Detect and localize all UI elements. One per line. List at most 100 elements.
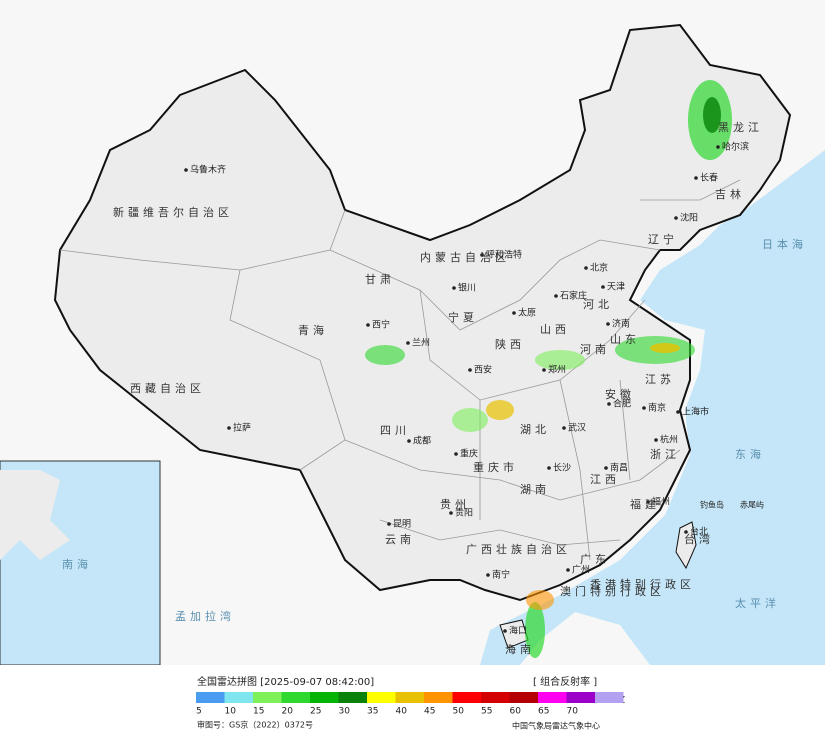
region-label: 福建 [630,497,660,511]
city-dot [584,266,588,270]
legend-swatch [310,692,339,703]
region-label: 贵州 [440,498,470,511]
taiwan [675,521,697,570]
legend-swatch [281,692,310,703]
city-dot [676,410,680,414]
city-dot [452,286,456,290]
city-label: 济南 [612,318,630,330]
city-label: 哈尔滨 [722,141,749,153]
region-label: 青海 [298,323,328,337]
city-dot [512,311,516,315]
region-label: 江西 [590,473,620,486]
city-label: 天津 [607,282,625,293]
city-label: 南宁 [492,569,510,581]
city-dot [227,426,231,430]
city-dot [554,294,558,298]
legend-swatch [538,692,567,703]
city-dot [674,216,678,220]
sea [480,150,825,665]
region-label: 广东 [580,553,610,566]
region-label: 河北 [583,298,613,311]
region-label: 甘肃 [365,273,395,286]
approval: 审图号：GS京（2022）0372号 [197,720,313,730]
sea-label: 孟加拉湾 [175,609,235,623]
sea-label: 南海 [62,557,92,571]
agency: 中国气象局雷达气象中心 [512,721,600,731]
city-label: 南昌 [610,462,628,474]
legend-level: 5 [196,707,202,717]
city-dot [454,452,458,456]
city-dot [606,322,610,326]
city-label: 西宁 [372,319,390,331]
legend-swatch [224,692,253,703]
city-dot [607,402,611,406]
city-dot [646,500,650,504]
region-label: 台湾 [684,532,714,546]
region-label: 河南 [580,343,610,356]
sea-label: 东海 [735,447,765,461]
city-label: 沈阳 [680,212,698,224]
sea-label: 日本海 [762,237,807,251]
city-label: 合肥 [613,398,631,410]
legend-swatch [595,692,624,703]
city-dot [407,439,411,443]
region-label: 西藏自治区 [130,381,205,395]
city-label: 拉萨 [233,422,251,434]
legend-swatch [509,692,538,703]
region-label: 江苏 [645,373,675,386]
legend-swatch [424,692,453,703]
legend-level: 35 [367,707,378,717]
legend-swatch [367,692,396,703]
city-label: 南京 [648,402,666,414]
city-dot [503,629,507,633]
sea-label: 太平洋 [735,596,780,610]
region-label: 新疆维吾尔自治区 [113,205,233,219]
legend-swatch [253,692,282,703]
legend-level: 40 [396,707,408,717]
city-label: 上海市 [682,406,709,418]
region-label: 浙江 [650,448,680,461]
legend-level: 65 [538,707,549,717]
region-label: 香港特别行政区 [590,577,695,591]
region-label: 吉林 [715,187,745,201]
city-dot [468,368,472,372]
legend-level: 55 [481,707,492,717]
region-label: 四川 [380,424,410,437]
city-dot [366,323,370,327]
city-label: 乌鲁木齐 [190,164,226,176]
region-label: 云南 [385,533,415,546]
region-label: 山东 [610,333,640,346]
inset-land [0,470,70,560]
legend-swatch [452,692,481,703]
region-label: 澳门特别行政区 [560,584,665,598]
legend-title: 全国雷达拼图 [2025-09-07 08:42:00] [197,675,374,688]
legend-level: 60 [510,707,522,717]
legend-level: 10 [225,707,237,717]
city-label: 长春 [700,172,718,184]
city-label: 福州 [652,496,670,508]
city-label: 成都 [413,435,431,447]
island-label: 赤尾屿 [740,501,764,510]
region-label: 山西 [540,323,570,336]
city-label: 昆明 [393,519,411,530]
city-dot [642,406,646,410]
region-label: 辽宁 [648,232,678,246]
city-dot [694,176,698,180]
legend-swatch [566,692,595,703]
radar-echoes [365,80,732,658]
city-dot [547,466,551,470]
legend-level: 45 [424,707,435,717]
region-label: 湖南 [520,483,550,496]
legend-product: [ 组合反射率 ] [533,675,597,688]
city-dot [562,426,566,430]
city-dot [566,568,570,572]
city-label: 北京 [590,262,608,274]
city-dot [604,466,608,470]
legend-level: 50 [453,707,465,717]
city-label: 呼和浩特 [486,249,522,261]
city-label: 重庆 [460,448,478,460]
region-label: 湖北 [520,423,550,436]
region-label: 广西壮族自治区 [466,542,571,556]
